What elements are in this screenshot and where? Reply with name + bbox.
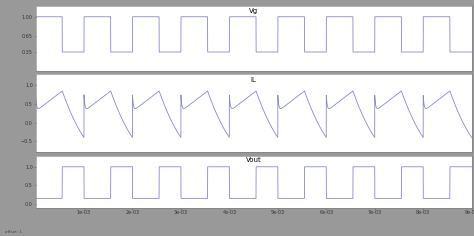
Text: Vout: Vout xyxy=(246,157,262,163)
Text: Vg: Vg xyxy=(249,8,258,14)
Text: IL: IL xyxy=(251,77,256,83)
Text: offset: 1: offset: 1 xyxy=(5,230,22,234)
